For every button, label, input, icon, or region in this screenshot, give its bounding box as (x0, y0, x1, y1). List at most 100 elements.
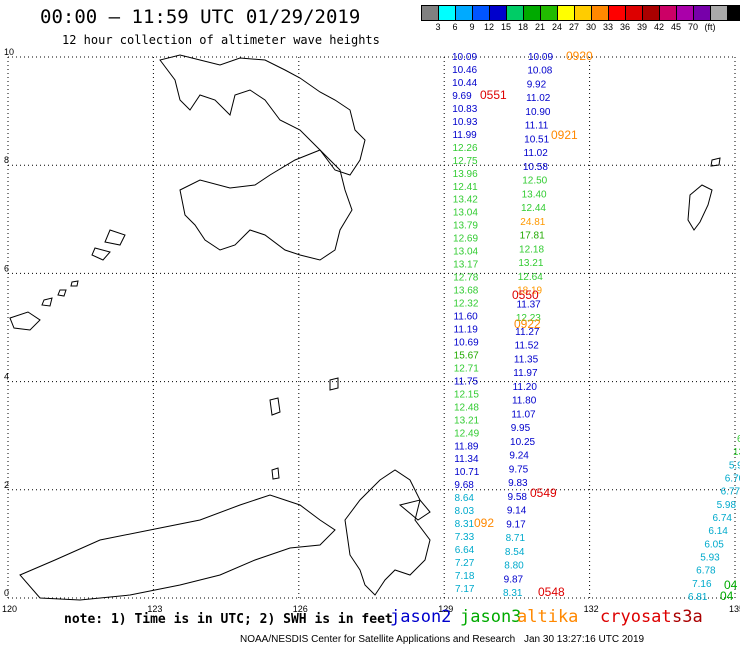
colorbar-swatch (711, 6, 728, 20)
wave-height-value: 11.34 (454, 454, 479, 465)
colorbar-label: 3 (435, 22, 441, 32)
wave-height-value: 9.95 (511, 423, 531, 434)
wave-height-value: 11.02 (526, 93, 551, 104)
wave-height-value: 10.69 (454, 337, 479, 348)
wave-height-value: 9.58 (507, 492, 527, 503)
pass-time-label: 0920 (566, 49, 593, 63)
colorbar-label: 12 (483, 22, 495, 32)
wave-height-value: 9.17 (506, 519, 526, 530)
wave-height-value: 11.75 (454, 376, 479, 387)
wave-height-value: 10.08 (527, 66, 552, 77)
wave-height-value: 7.18 (455, 571, 475, 582)
wave-height-value: 12.71 (454, 363, 479, 374)
pass-time-label: 0548 (538, 585, 565, 599)
wave-height-value: 13.40 (522, 189, 547, 200)
colorbar-label: 9 (469, 22, 475, 32)
colorbar-label: 18 (517, 22, 529, 32)
wave-height-value: 10.58 (523, 162, 548, 173)
altimeter-tracks: 10.09 10.46 10.44 9.69 10.83 10.93 11.99 12.26 1… (452, 52, 740, 603)
wave-height-value: 11.99 (452, 130, 477, 141)
colorbar-swatch (456, 6, 473, 20)
wave-height-value: 12.75 (453, 156, 478, 167)
y-tick-label: 10 (4, 47, 14, 57)
wave-height-value: 6 (737, 434, 740, 445)
x-tick-label: 126 (293, 604, 308, 614)
legend-item-jason2: jason2 (390, 607, 452, 627)
colorbar-labels: 3 6 9 12 15 18 21 24 27 30 33 36 39 42 45 70 (ft) (421, 22, 729, 34)
wave-height-value: 15.67 (454, 350, 479, 361)
colorbar-swatch (660, 6, 677, 20)
wave-height-value: 10.51 (524, 134, 549, 145)
wave-height-value: 8.80 (504, 561, 524, 572)
wave-height-value: 6.14 (708, 526, 728, 537)
page-subtitle: 12 hour collection of altimeter wave hei… (62, 33, 380, 47)
wave-height-value: 11.19 (454, 324, 479, 335)
colorbar-label: 36 (619, 22, 631, 32)
wave-height-value: 11.60 (453, 312, 478, 323)
pass-time-label: 0550 (512, 288, 539, 302)
wave-height-value: 18.19 (517, 286, 542, 297)
y-tick-label: 2 (4, 480, 9, 490)
pass-time-label: 0921 (551, 128, 578, 142)
wave-height-value: 9.69 (452, 91, 472, 102)
colorbar (421, 5, 740, 21)
wave-height-value: 9.75 (509, 464, 529, 475)
wave-height-value: 11.20 (513, 382, 538, 393)
x-tick-label: 132 (584, 604, 599, 614)
colorbar-swatch (677, 6, 694, 20)
wave-height-value: 12.18 (519, 244, 544, 255)
wave-height-value: 5.98 (717, 500, 737, 511)
wave-height-value: 8.31 (455, 519, 475, 530)
wave-height-value: 7.16 (692, 579, 712, 590)
wave-height-value: 9.87 (504, 574, 524, 585)
wave-height-value: 10.25 (510, 437, 535, 448)
colorbar-label: 33 (602, 22, 614, 32)
wave-height-value: 8.64 (454, 493, 474, 504)
wave-height-value: 13.96 (453, 169, 478, 180)
wave-height-value: 12.26 (453, 143, 478, 154)
legend-item-altika: altika (517, 607, 579, 627)
colorbar-swatch (592, 6, 609, 20)
colorbar-swatch (541, 6, 558, 20)
wave-height-value: 9.68 (454, 480, 474, 491)
pass-time-label: 0922 (514, 317, 541, 331)
wave-height-value: 7.33 (455, 532, 475, 543)
colorbar-swatch (728, 6, 740, 20)
wave-height-value: 6.74 (713, 513, 733, 524)
colorbar-swatch (575, 6, 592, 20)
x-tick-label: 135 (729, 604, 740, 614)
wave-height-value: 8.54 (505, 547, 525, 558)
wave-height-value: 13.79 (453, 221, 478, 232)
pass-time-label: 04 (724, 578, 738, 592)
coastlines (9, 54, 721, 601)
map-grid (7, 56, 736, 599)
wave-height-value: 10.44 (452, 78, 477, 89)
credit-line: NOAA/NESDIS Center for Satellite Applica… (240, 634, 516, 645)
wave-height-value: 13.21 (518, 258, 543, 269)
wave-height-value: 10.46 (452, 65, 477, 76)
colorbar-label: 70 (687, 22, 699, 32)
wave-height-value: 11.27 (515, 327, 540, 338)
wave-height-value: 11.37 (516, 299, 541, 310)
colorbar-swatch (558, 6, 575, 20)
colorbar-swatch (643, 6, 660, 20)
wave-height-value: 6.81 (688, 592, 708, 603)
wave-height-value: 6.70 (725, 474, 740, 485)
wave-height-value: 10.71 (454, 467, 479, 478)
colorbar-swatch (422, 6, 439, 20)
wave-height-value: 11.97 (513, 368, 538, 379)
colorbar-swatch (694, 6, 711, 20)
wave-height-value: 7.27 (455, 558, 475, 569)
wave-height-value: 11.89 (454, 441, 479, 452)
wave-height-value: 9.14 (507, 506, 527, 517)
pass-time-label: 04 (720, 589, 734, 603)
colorbar-label: 24 (551, 22, 563, 32)
wave-height-value: 13.42 (453, 195, 478, 206)
colorbar-swatch (490, 6, 507, 20)
colorbar-swatch (439, 6, 456, 20)
colorbar-label: 30 (585, 22, 597, 32)
colorbar-label: 21 (534, 22, 546, 32)
wave-height-value: 13.04 (453, 208, 478, 219)
wave-height-value: 5.9 (729, 460, 740, 471)
